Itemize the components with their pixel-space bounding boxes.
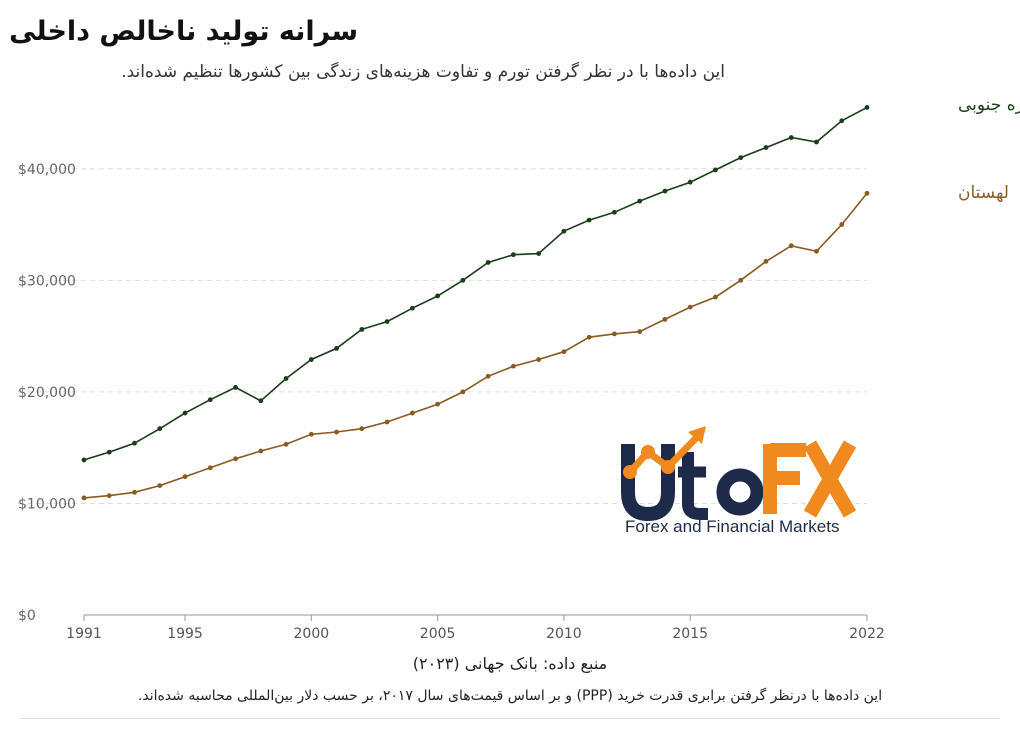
- data-point: [283, 376, 289, 381]
- data-point: [814, 139, 819, 145]
- data-point: [283, 441, 289, 447]
- data-point: [409, 305, 415, 311]
- x-tick-label: 2010: [546, 626, 582, 642]
- data-point: [612, 331, 617, 337]
- x-tick-label: 1991: [66, 626, 102, 642]
- utofx-logo-icon: [621, 426, 857, 522]
- data-point: [409, 410, 415, 416]
- data-point: [182, 410, 188, 416]
- data-point: [81, 495, 87, 501]
- footer-divider: [20, 718, 1000, 719]
- x-tick-label: 2000: [294, 626, 330, 642]
- data-point: [334, 429, 339, 435]
- data-point: [839, 118, 845, 124]
- series-line-1: [83, 192, 868, 499]
- data-point: [132, 440, 137, 446]
- data-point: [359, 426, 365, 432]
- data-point: [612, 209, 617, 215]
- data-point: [233, 385, 238, 390]
- data-point: [510, 252, 516, 258]
- data-point: [586, 334, 592, 340]
- data-point: [510, 363, 516, 369]
- x-tick-label: 2015: [672, 626, 708, 642]
- data-point: [106, 449, 112, 455]
- data-point: [157, 426, 163, 432]
- y-tick-label: $0: [18, 608, 36, 624]
- data-point: [536, 357, 542, 362]
- series-label: لهستان: [958, 183, 1009, 203]
- data-point: [258, 448, 264, 454]
- data-point: [763, 145, 769, 150]
- chart-subtitle: این داده‌ها با در نظر گرفتن تورم و تفاوت…: [121, 62, 725, 82]
- data-point: [637, 198, 643, 204]
- chart-title: سرانه تولید ناخالص داخلی: [9, 16, 358, 47]
- data-point: [713, 167, 718, 173]
- data-point: [308, 431, 314, 437]
- data-point: [536, 251, 542, 256]
- data-point: [864, 105, 870, 110]
- data-point: [561, 349, 567, 355]
- data-point: [662, 316, 668, 322]
- data-point: [637, 329, 643, 335]
- y-tick-label: $40,000: [18, 162, 76, 178]
- data-point: [586, 217, 592, 223]
- data-point: [788, 135, 794, 140]
- series-label: کره جنوبی: [958, 95, 1020, 115]
- x-tick-label: 1995: [167, 626, 203, 642]
- x-tick-label: 2022: [849, 626, 885, 642]
- data-point: [435, 293, 441, 299]
- data-point: [662, 188, 668, 194]
- data-source: منبع داده: بانک جهانی (۲۰۲۳): [412, 654, 608, 673]
- logo-tagline: Forex and Financial Markets: [625, 517, 840, 536]
- x-tick-label: 2005: [420, 626, 456, 642]
- data-point: [687, 179, 693, 185]
- data-point: [814, 248, 819, 254]
- data-point: [687, 304, 693, 310]
- data-point: [485, 373, 491, 379]
- data-point: [738, 155, 744, 161]
- data-point: [334, 345, 339, 351]
- data-point: [81, 457, 87, 463]
- data-point: [157, 483, 163, 488]
- data-point: [763, 258, 769, 264]
- data-point: [233, 456, 238, 462]
- data-point: [258, 398, 264, 404]
- data-point: [839, 222, 845, 227]
- data-point: [460, 389, 466, 395]
- data-point: [485, 260, 491, 265]
- data-point: [788, 243, 794, 249]
- data-point: [182, 474, 188, 480]
- data-point: [207, 397, 213, 403]
- footnote: این داده‌ها با درنظر گرفتن برابری قدرت خ…: [137, 688, 883, 704]
- series-line-0: [83, 106, 868, 461]
- y-tick-label: $30,000: [18, 273, 76, 289]
- y-tick-label: $10,000: [18, 496, 76, 512]
- data-point: [359, 327, 365, 332]
- data-point: [106, 493, 112, 499]
- data-point: [864, 190, 870, 196]
- y-tick-label: $20,000: [18, 385, 76, 401]
- data-point: [713, 294, 718, 300]
- data-point: [561, 228, 567, 234]
- data-point: [384, 419, 390, 425]
- data-point: [207, 465, 213, 471]
- data-point: [435, 401, 441, 407]
- data-point: [308, 357, 314, 362]
- data-point: [132, 489, 137, 495]
- data-point: [460, 277, 466, 283]
- data-point: [738, 277, 744, 283]
- data-point: [384, 319, 390, 325]
